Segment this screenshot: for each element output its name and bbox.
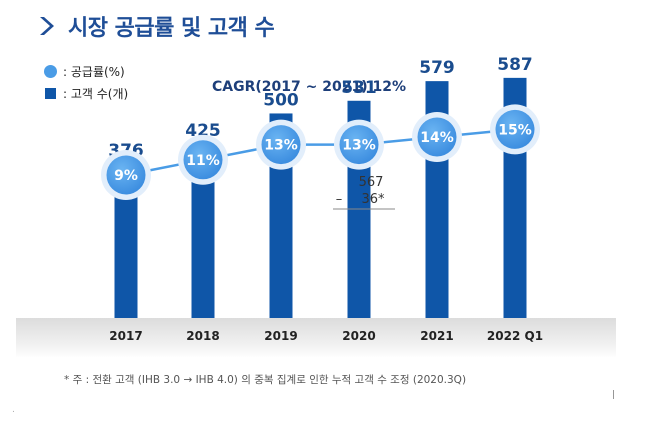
supply-rate-label: 11% bbox=[186, 153, 220, 169]
supply-rate-point bbox=[417, 117, 457, 157]
corner-mark: . bbox=[12, 405, 15, 415]
title-row: 시장 공급률 및 고객 수 bbox=[38, 10, 275, 42]
circle-icon bbox=[44, 64, 57, 78]
page-title: 시장 공급률 및 고객 수 bbox=[68, 16, 275, 41]
bar bbox=[114, 164, 138, 318]
cagr-annotation: CAGR(2017 ~ 2021) 12% bbox=[212, 79, 406, 95]
x-tick-label: 2020 bbox=[342, 329, 375, 343]
square-icon bbox=[45, 87, 56, 99]
corner-mark-right: | bbox=[612, 390, 616, 400]
bar-value-label: 500 bbox=[263, 90, 299, 110]
legend-item-customers: : 고객 수(개) bbox=[44, 82, 128, 104]
bar-value-label: 531 bbox=[341, 78, 377, 98]
adjustment-before: 567 bbox=[359, 175, 384, 190]
x-tick-label: 2018 bbox=[186, 329, 219, 343]
x-tick-label: 2019 bbox=[264, 329, 297, 343]
x-tick-label: 2017 bbox=[109, 329, 142, 343]
adjustment-value: 36* bbox=[361, 192, 385, 207]
x-tick-label: 2022 Q1 bbox=[487, 329, 543, 343]
footnote: * 주 : 전환 고객 (IHB 3.0 → IHB 4.0) 의 중복 집계로… bbox=[64, 374, 467, 386]
chevron-right-icon bbox=[40, 17, 54, 35]
x-tick-label: 2021 bbox=[420, 329, 453, 343]
adjustment-minus: – bbox=[336, 192, 343, 207]
supply-rate-point bbox=[106, 155, 146, 195]
bar-value-label: 579 bbox=[419, 58, 455, 78]
supply-rate-point bbox=[261, 125, 301, 165]
supply-rate-point bbox=[183, 140, 223, 180]
supply-rate-point bbox=[339, 125, 379, 165]
supply-rate-point bbox=[495, 109, 535, 149]
legend-item-supply-rate: : 공급률(%) bbox=[44, 60, 128, 82]
bar-value-label: 587 bbox=[497, 55, 533, 75]
chart-floor bbox=[16, 318, 616, 358]
bar-value-label: 425 bbox=[185, 121, 221, 141]
supply-rate-label: 13% bbox=[264, 138, 298, 154]
bar bbox=[191, 144, 215, 318]
legend: : 공급률(%) : 고객 수(개) bbox=[44, 60, 128, 104]
legend-label-supply-rate: : 공급률(%) bbox=[63, 64, 125, 79]
legend-label-customers: : 고객 수(개) bbox=[63, 86, 129, 101]
supply-rate-label: 9% bbox=[114, 168, 138, 184]
supply-rate-label: 14% bbox=[420, 130, 454, 146]
supply-rate-label: 15% bbox=[498, 122, 532, 138]
supply-rate-label: 13% bbox=[342, 138, 376, 154]
